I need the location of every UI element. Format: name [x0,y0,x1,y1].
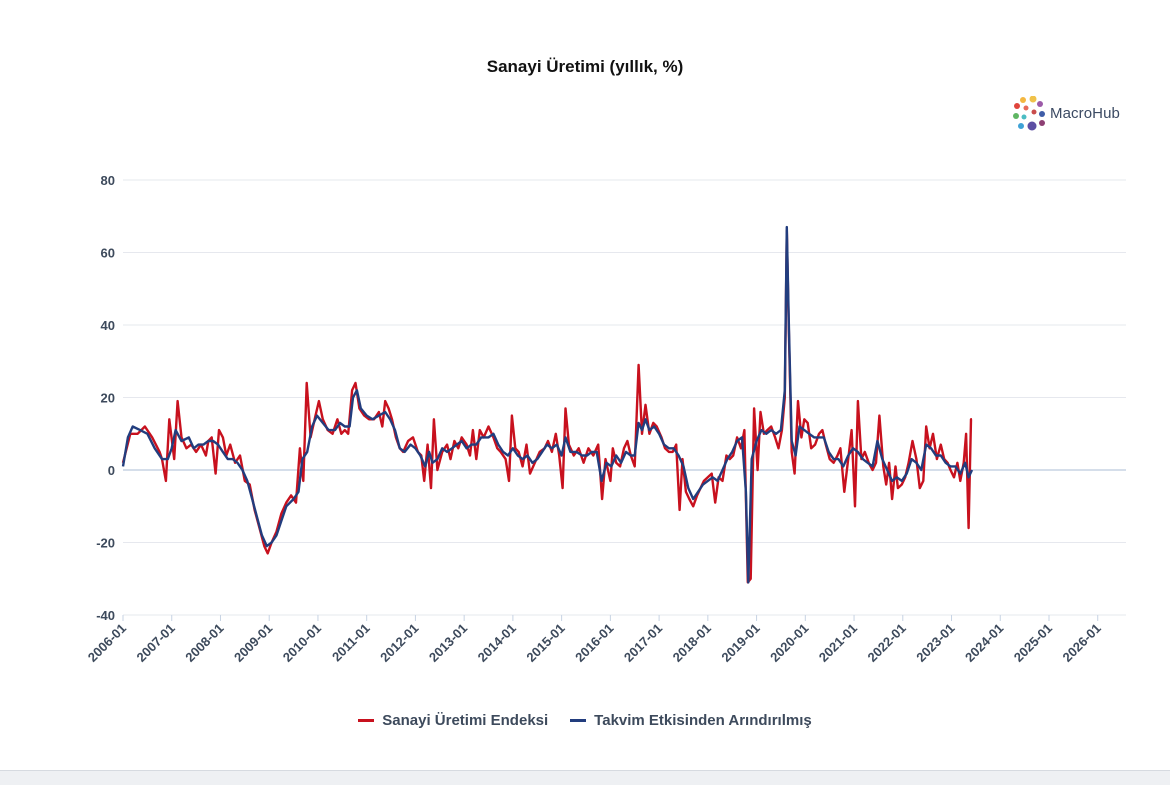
macrohub-logo: MacroHub [1012,96,1132,134]
x-tick-label: 2018-01 [670,621,714,665]
x-tick-label: 2021-01 [816,621,860,665]
y-tick-label: 0 [108,463,115,478]
y-tick-label: 40 [101,318,115,333]
x-tick-label: 2016-01 [572,621,616,665]
legend-label-series-1: Sanayi Üretimi Endeksi [382,712,549,729]
logo-text: MacroHub [1050,105,1120,122]
y-tick-label: 20 [101,391,115,406]
x-tick-label: 2025-01 [1011,621,1055,665]
legend-marker-series-2 [570,719,587,722]
x-tick-label: 2011-01 [329,621,373,665]
x-tick-label: 2017-01 [621,621,665,665]
x-tick-label: 2015-01 [523,621,567,665]
series-line-1 [121,229,973,584]
x-tick-label: 2012-01 [377,621,421,665]
y-tick-label: 60 [101,246,115,261]
x-tick-label: 2007-01 [134,621,178,665]
legend-label-series-2: Takvim Etkisinden Arındırılmış [594,712,812,729]
x-tick-label: 2014-01 [475,621,519,665]
legend-item-series-1[interactable]: Sanayi Üretimi Endeksi [358,712,548,729]
x-tick-label: 2006-01 [85,621,129,665]
chart-title: Sanayi Üretimi (yıllık, %) [486,57,684,76]
x-tick-label: 2008-01 [182,621,226,665]
x-tick-label: 2022-01 [865,621,909,665]
legend-item-series-2[interactable]: Takvim Etkisinden Arındırılmış [570,712,812,729]
x-tick-label: 2024-01 [962,621,1006,665]
series-line-2 [121,225,974,584]
legend-marker-series-1 [358,719,375,722]
x-tick-label: 2023-01 [913,621,957,665]
x-tick-label: 2009-01 [231,621,275,665]
x-tick-label: 2010-01 [280,621,324,665]
x-tick-label: 2019-01 [718,621,762,665]
x-tick-label: 2026-01 [1060,621,1104,665]
chart-legend: Sanayi Üretimi Endeksi Takvim Etkisinden… [0,712,1170,729]
x-tick-label: 2013-01 [426,621,470,665]
window-bottom-bar [0,770,1170,785]
y-tick-label: -40 [96,608,115,623]
y-tick-label: 80 [101,173,115,188]
x-tick-label: 2020-01 [767,621,811,665]
logo-dots-icon [1013,96,1045,131]
y-tick-label: -20 [96,536,115,551]
